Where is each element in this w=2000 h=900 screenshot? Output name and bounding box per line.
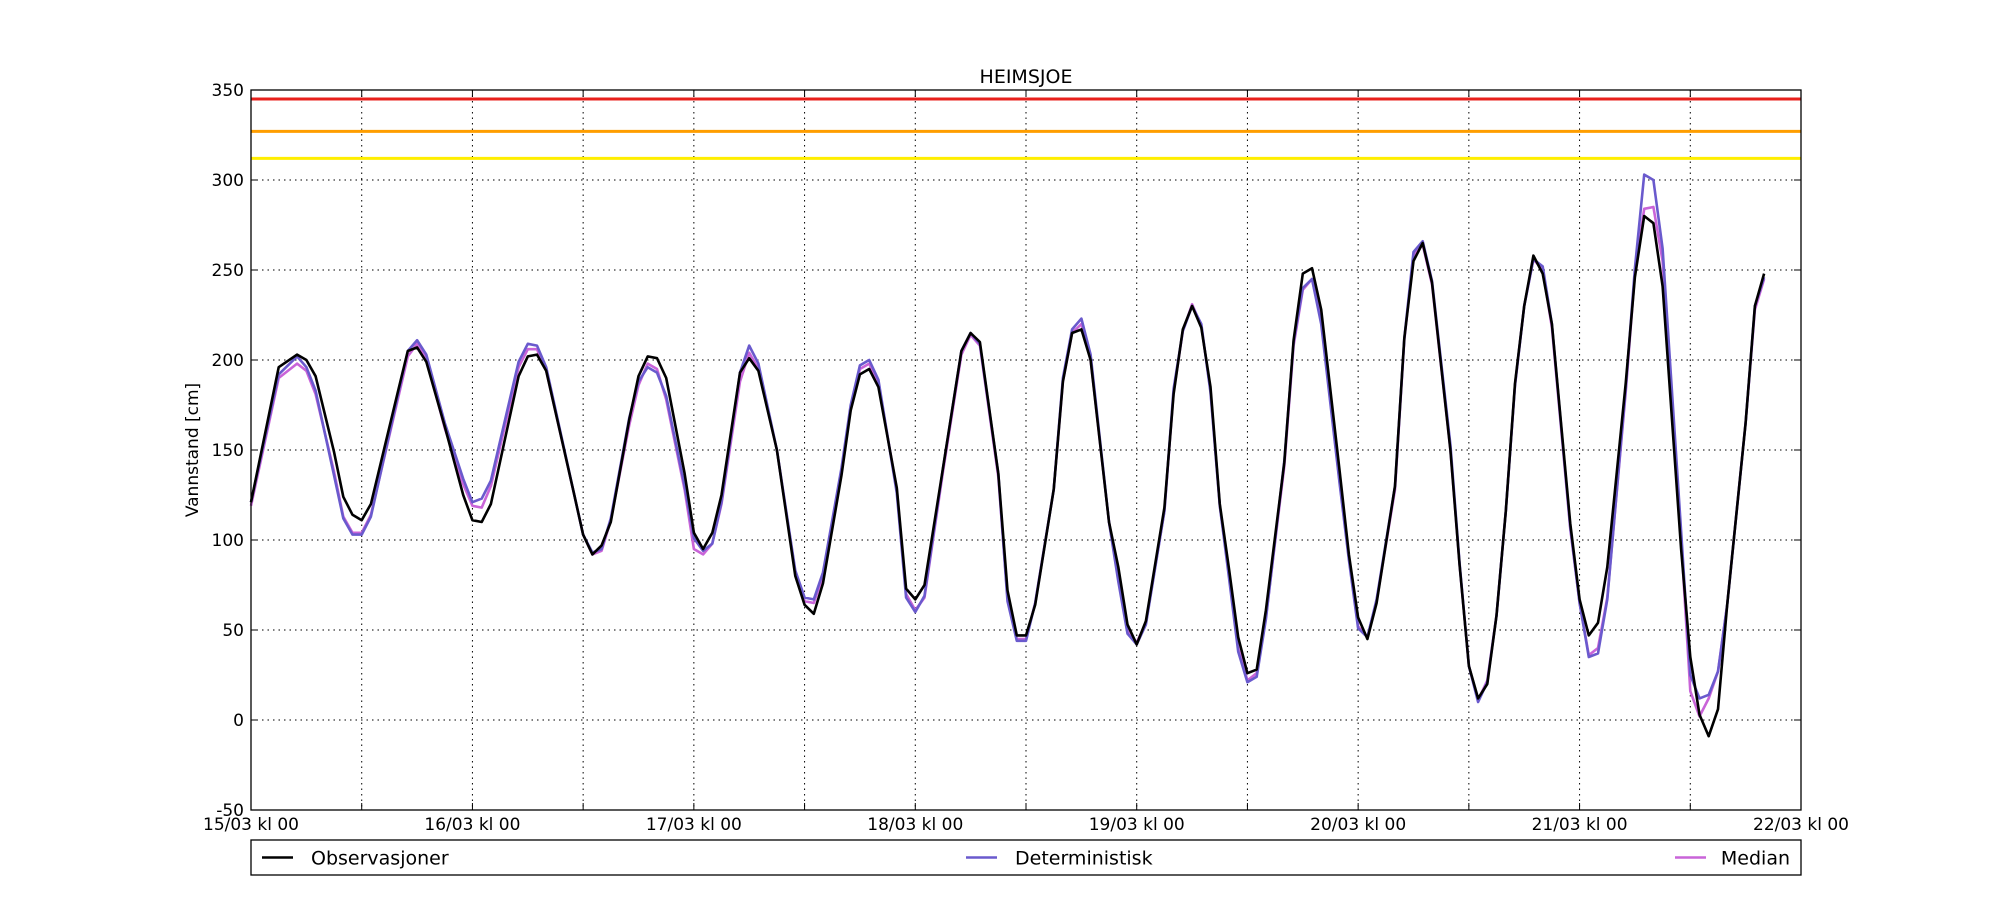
y-tick-label: 350 <box>212 81 244 101</box>
grid-layer <box>251 90 1801 810</box>
x-tick-label: 21/03 kl 00 <box>1532 815 1628 835</box>
x-tick-label: 18/03 kl 00 <box>867 815 963 835</box>
y-tick-label: 50 <box>222 621 244 641</box>
chart-title: HEIMSJOE <box>980 66 1073 88</box>
x-tick-label: 19/03 kl 00 <box>1089 815 1185 835</box>
y-tick-label: 300 <box>212 171 244 191</box>
legend-label-median: Median <box>1721 848 1790 870</box>
y-tick-label: 200 <box>212 351 244 371</box>
y-tick-label: 100 <box>212 531 244 551</box>
x-tick-label: 22/03 kl 00 <box>1753 815 1849 835</box>
x-tick-label: 17/03 kl 00 <box>646 815 742 835</box>
y-axis-label: Vannstand [cm] <box>183 383 203 517</box>
threshold-layer <box>251 97 1801 160</box>
legend-label-observasjoner: Observasjoner <box>311 848 449 870</box>
x-tick-label: 15/03 kl 00 <box>203 815 299 835</box>
series-layer <box>249 173 1766 738</box>
y-tick-label: 150 <box>212 441 244 461</box>
tick-layer: -50 0 50 100 150 200 250 300 350 15/03 kl 00 16/03… <box>203 81 1849 835</box>
x-tick-label: 20/03 kl 00 <box>1310 815 1406 835</box>
x-tick-label: 16/03 kl 00 <box>424 815 520 835</box>
series-line-observasjoner <box>249 214 1766 738</box>
y-tick-label: 250 <box>212 261 244 281</box>
legend-label-deterministisk: Deterministisk <box>1015 848 1153 870</box>
legend-frame <box>250 839 1802 876</box>
legend: Observasjoner Deterministisk Median <box>250 839 1802 876</box>
y-tick-label: -50 <box>216 801 244 821</box>
y-tick-label: 0 <box>233 711 244 731</box>
